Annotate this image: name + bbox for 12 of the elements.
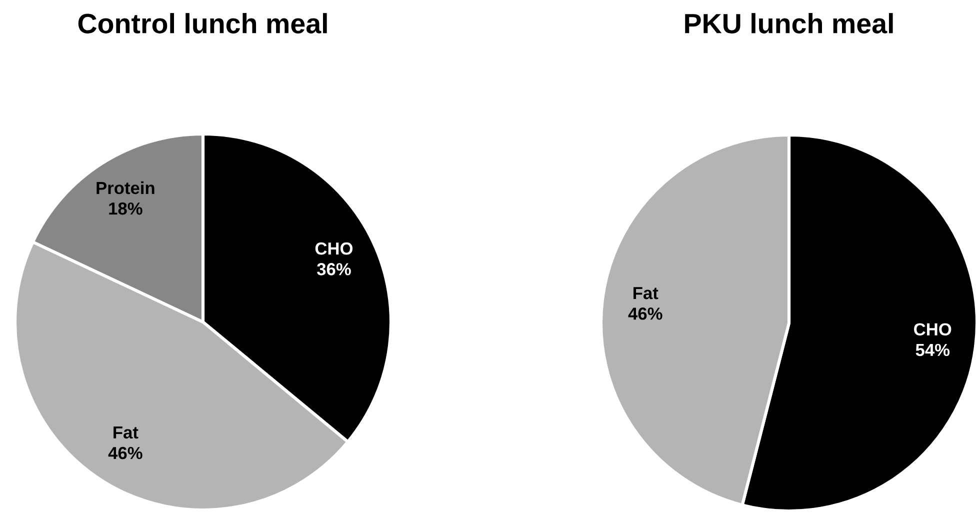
data-label: 46% [108, 446, 142, 460]
data-label: 54% [916, 344, 950, 356]
slice-label: Fat [634, 287, 658, 300]
chart-title: PKU lunch meal [685, 13, 893, 34]
slice-label: CHO [914, 323, 952, 336]
chart-title: Control lunch meal [78, 13, 327, 34]
slice-label: CHO [315, 242, 353, 255]
data-label: 36% [317, 263, 351, 276]
data-label: 46% [628, 308, 662, 320]
slice-label: Protein [96, 181, 154, 194]
slice-label: Fat [114, 426, 138, 439]
data-label: 18% [109, 202, 142, 215]
